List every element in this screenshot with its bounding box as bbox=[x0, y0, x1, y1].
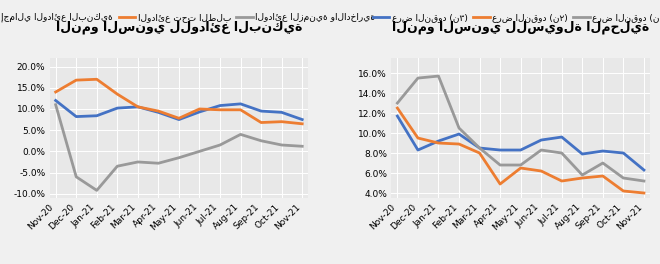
Title: النمو السنوي للودائع البنكية: النمو السنوي للودائع البنكية bbox=[55, 20, 302, 34]
Legend: عرض النقود (ن٣), عرض النقود (ن٢), عرض النقود (ن١): عرض النقود (ن٣), عرض النقود (ن٢), عرض ال… bbox=[370, 10, 660, 26]
Legend: إجمالي الودائع البنكية, الودائع تحت الطلب, الودائع الزمنية والادخارية: إجمالي الودائع البنكية, الودائع تحت الطل… bbox=[0, 10, 379, 26]
Title: النمو السنوي للسيولة المحلية: النمو السنوي للسيولة المحلية bbox=[392, 20, 649, 34]
